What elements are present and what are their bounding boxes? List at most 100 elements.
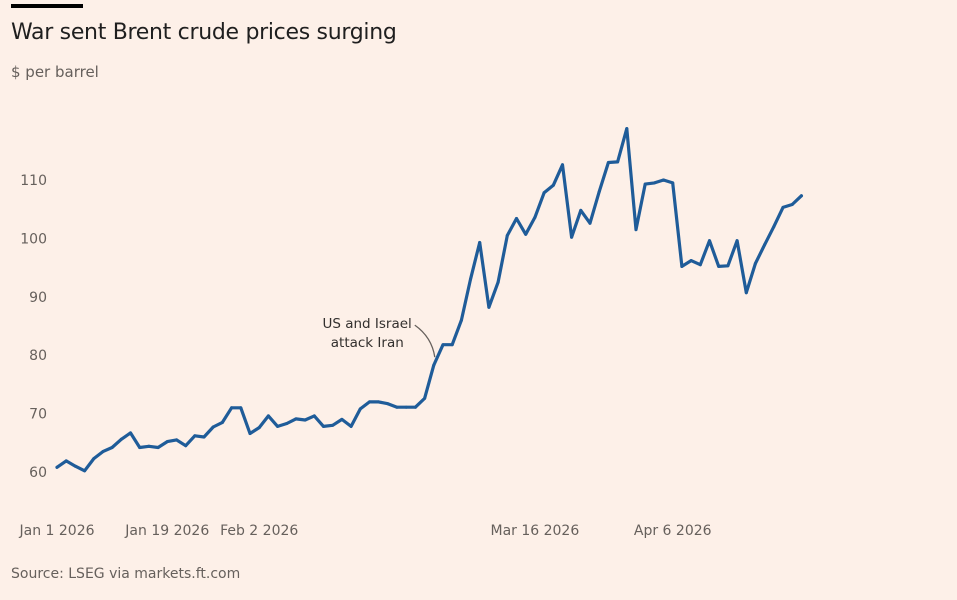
data-point	[165, 440, 169, 444]
data-point	[285, 422, 289, 425]
data-point	[312, 414, 316, 418]
data-point	[588, 221, 592, 225]
data-point	[248, 432, 252, 435]
data-point	[597, 190, 601, 194]
annotation-connector	[414, 324, 436, 358]
data-point	[138, 446, 142, 449]
data-point	[220, 420, 224, 424]
y-axis: 60 70 80 90 100 110	[20, 173, 47, 481]
data-point	[689, 259, 693, 263]
data-point	[671, 181, 675, 185]
x-tick-label: Feb 2 2026	[220, 523, 298, 539]
data-point	[184, 444, 188, 448]
data-point	[395, 405, 399, 409]
data-point	[469, 277, 472, 281]
data-point	[101, 450, 105, 454]
annotation: US and Israel attack Iran	[322, 316, 436, 358]
data-point	[175, 438, 178, 442]
data-point	[377, 400, 381, 404]
data-point	[202, 435, 206, 439]
x-tick-label: Jan 19 2026	[124, 523, 209, 539]
data-point	[349, 424, 353, 428]
x-tick-label: Jan 1 2026	[18, 523, 94, 539]
data-point	[404, 405, 408, 409]
data-point	[129, 431, 132, 435]
data-point	[193, 434, 197, 438]
data-point	[294, 417, 298, 421]
data-point	[561, 163, 564, 167]
data-point	[505, 234, 509, 237]
data-point	[322, 424, 325, 428]
series-line-brent-crude	[55, 127, 803, 473]
annotation-text-line-1: US and Israel	[322, 316, 411, 332]
data-point	[303, 418, 307, 422]
data-point	[147, 444, 151, 448]
data-point	[64, 459, 68, 463]
data-point	[331, 423, 335, 427]
data-point	[340, 417, 344, 421]
source-note: Source: LSEG via markets.ft.com	[11, 566, 241, 582]
data-points	[55, 127, 803, 473]
data-point	[662, 178, 665, 182]
data-point	[230, 406, 234, 410]
data-point	[708, 239, 711, 243]
data-point	[239, 406, 243, 410]
x-tick-label: Mar 16 2026	[490, 523, 579, 539]
data-point	[119, 437, 123, 441]
data-point	[753, 262, 757, 265]
data-point	[441, 343, 445, 347]
data-point	[257, 426, 261, 430]
y-tick-label: 100	[20, 231, 47, 247]
y-tick-label: 110	[20, 173, 47, 189]
data-point	[799, 194, 803, 198]
data-point	[276, 424, 280, 428]
chart-title: War sent Brent crude prices surging	[11, 20, 397, 45]
data-point	[551, 183, 555, 187]
data-point	[625, 127, 629, 131]
data-point	[634, 228, 638, 232]
data-point	[487, 305, 491, 309]
data-point	[358, 407, 362, 411]
data-point	[698, 263, 702, 267]
y-tick-label: 70	[29, 407, 47, 423]
data-point	[266, 414, 270, 418]
data-point	[726, 264, 730, 268]
data-point	[524, 232, 528, 236]
data-point	[680, 264, 684, 268]
data-point	[83, 469, 87, 473]
data-point	[744, 291, 748, 295]
data-point	[533, 215, 537, 219]
data-point	[110, 446, 114, 449]
x-tick-label: Apr 6 2026	[634, 523, 712, 539]
data-point	[579, 208, 583, 212]
data-point	[643, 182, 647, 186]
data-point	[368, 400, 371, 404]
chart-subtitle-units: $ per barrel	[11, 63, 99, 81]
ft-top-rule	[11, 4, 83, 8]
data-point	[515, 217, 518, 220]
data-point	[73, 464, 77, 468]
data-point	[386, 402, 390, 406]
data-point	[772, 225, 776, 229]
data-point	[790, 203, 794, 206]
annotation-text-line-2: attack Iran	[331, 335, 404, 351]
data-point	[211, 425, 215, 429]
data-point	[450, 343, 454, 347]
data-point	[606, 161, 610, 164]
data-point	[496, 280, 500, 284]
data-point	[413, 405, 417, 409]
data-point	[781, 205, 785, 209]
y-tick-label: 90	[29, 290, 47, 306]
data-point	[616, 160, 620, 164]
data-point	[423, 396, 427, 400]
data-point	[156, 446, 160, 449]
data-point	[652, 181, 656, 185]
data-point	[542, 191, 546, 195]
data-point	[55, 465, 59, 469]
data-point	[735, 239, 739, 243]
y-tick-label: 80	[29, 348, 47, 364]
data-point	[570, 235, 574, 239]
data-point	[92, 457, 96, 461]
y-tick-label: 60	[29, 465, 47, 481]
